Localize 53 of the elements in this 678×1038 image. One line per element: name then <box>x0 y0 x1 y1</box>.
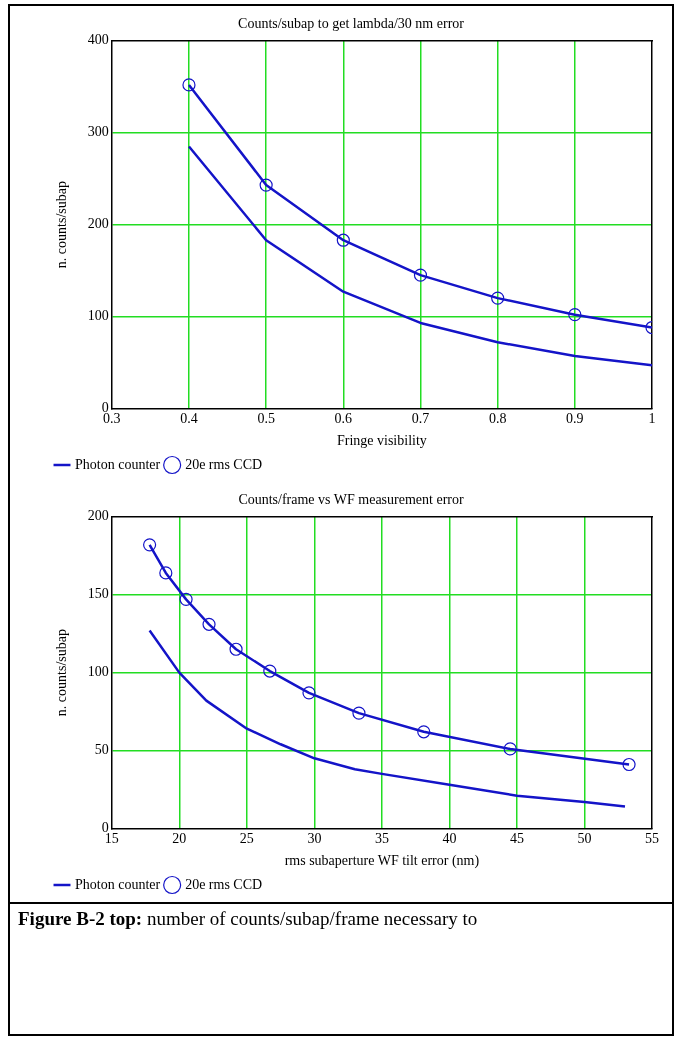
x-tick-label: 20 <box>172 831 187 847</box>
x-tick-label: 25 <box>239 831 254 847</box>
point <box>302 686 316 700</box>
y-tick-label: 200 <box>87 508 109 524</box>
point <box>622 757 636 772</box>
x-tick-label: 55 <box>645 831 659 847</box>
x-tick-label: 45 <box>509 831 524 847</box>
point <box>202 617 216 631</box>
x-tick-label: 0.4 <box>180 411 198 427</box>
y-tick-label: 150 <box>87 586 109 602</box>
chart-title: Counts/subap to get lambda/30 nm error <box>238 16 465 32</box>
chart-title: Counts/frame vs WF measurement error <box>238 492 464 508</box>
point <box>263 664 277 678</box>
point <box>159 566 173 580</box>
x-tick-label: 0.5 <box>257 411 275 427</box>
x-tick-label: 0.8 <box>488 411 507 427</box>
y-tick-label: 50 <box>94 742 109 758</box>
y-tick-label: 400 <box>87 32 109 48</box>
x-tick-label: 30 <box>307 831 322 847</box>
x-axis-title: Fringe visibility <box>336 433 427 449</box>
x-tick-label: 0.9 <box>566 411 584 427</box>
point <box>568 308 582 322</box>
point <box>417 725 431 739</box>
point <box>229 642 243 656</box>
point <box>352 706 366 720</box>
x-tick-label: 40 <box>442 831 457 847</box>
point <box>259 178 273 192</box>
point <box>413 268 428 282</box>
text: Figure B-2 top: number of counts/subap/frame necessary to <box>10 902 672 934</box>
y-tick-label: 100 <box>87 664 109 680</box>
legend-label: 20e rms CCD <box>185 876 263 892</box>
point <box>143 538 157 552</box>
y-axis-title: n. counts/subap <box>54 629 70 717</box>
x-tick-label: 0.7 <box>411 411 430 427</box>
point <box>179 592 193 606</box>
x-tick-label: 1 <box>648 411 656 427</box>
point <box>491 291 505 305</box>
legend-label: Photon counter <box>75 876 161 892</box>
x-tick-label: 0.3 <box>103 411 121 427</box>
y-tick-label: 200 <box>87 216 109 232</box>
point <box>182 78 196 92</box>
x-tick-label: 35 <box>374 831 389 847</box>
y-tick-label: 300 <box>87 124 109 140</box>
x-tick-label: 15 <box>104 831 119 847</box>
y-tick-label: 100 <box>87 308 109 324</box>
point <box>503 742 517 756</box>
x-tick-label: 0.6 <box>334 411 353 427</box>
legend-label: Photon counter <box>75 456 161 472</box>
y-axis-title: n. counts/subap <box>54 181 70 269</box>
x-tick-label: 50 <box>577 831 592 847</box>
legend-label: 20e rms CCD <box>185 456 263 472</box>
x-axis-title: rms subaperture WF tilt error (nm) <box>284 853 480 870</box>
point <box>336 233 350 247</box>
